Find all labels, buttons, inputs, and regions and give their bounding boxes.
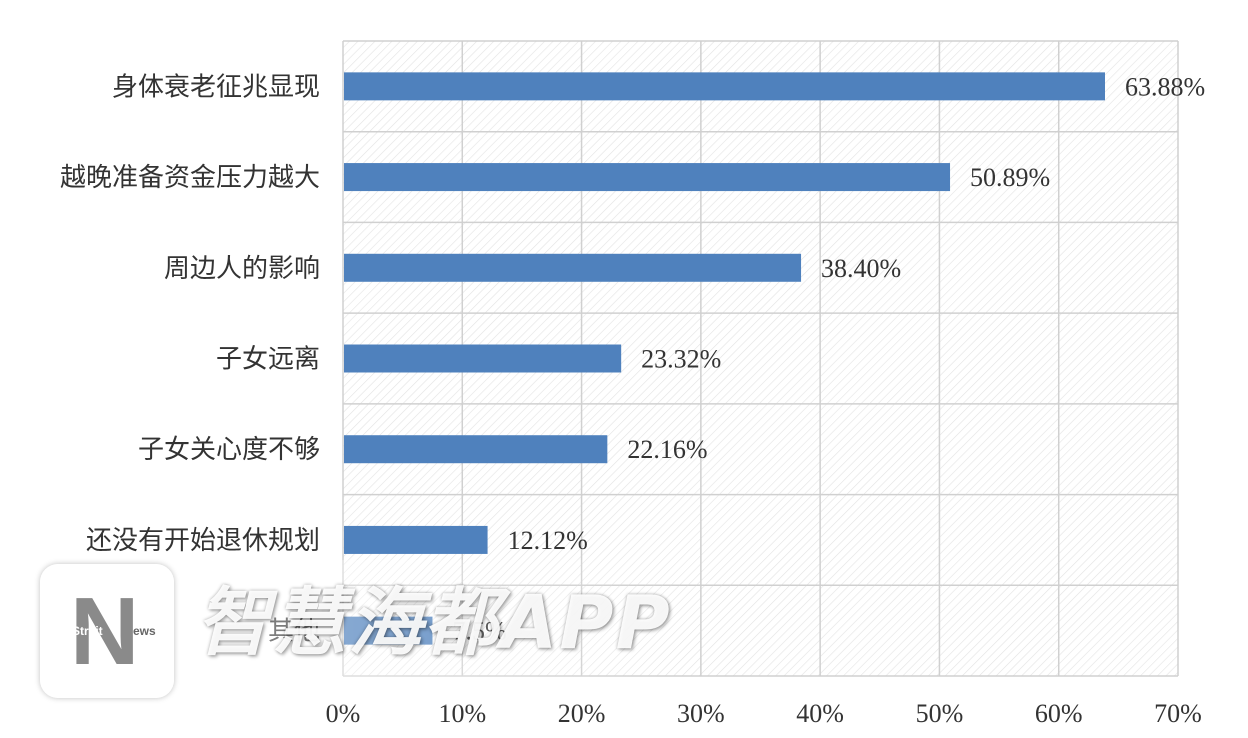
bar-2: [344, 253, 802, 282]
category-label-4: 子女关心度不够: [138, 435, 320, 465]
bar-0: [344, 72, 1105, 101]
watermark: N Strait ews 智慧海都APP: [30, 560, 690, 706]
bar-5: [344, 525, 488, 554]
bar-1: [344, 163, 951, 192]
category-label-0: 身体衰老征兆显现: [112, 72, 320, 102]
category-label-5: 还没有开始退休规划: [86, 526, 320, 556]
strait-news-logo: N Strait ews: [40, 564, 174, 698]
gridlines: [342, 40, 1179, 677]
watermark-text: 智慧海都APP: [196, 580, 672, 666]
data-label-0: 63.88%: [1125, 72, 1205, 101]
bar-4: [344, 435, 608, 464]
data-label-1: 50.89%: [970, 163, 1050, 192]
bar-3: [344, 344, 622, 373]
logo-strait-text: Strait: [72, 624, 103, 638]
x-tick-label-7: 70%: [1154, 699, 1202, 728]
data-label-5: 12.12%: [508, 526, 588, 555]
category-label-2: 周边人的影响: [164, 254, 320, 284]
x-tick-label-6: 60%: [1035, 699, 1083, 728]
data-label-2: 38.40%: [821, 254, 901, 283]
x-tick-label-4: 40%: [796, 699, 844, 728]
x-tick-label-5: 50%: [916, 699, 964, 728]
category-label-3: 子女远离: [216, 345, 320, 375]
data-labels: 63.88%50.89%38.40%23.32%22.16%12.12%7.5%: [452, 72, 1205, 645]
category-label-1: 越晚准备资金压力越大: [60, 163, 320, 193]
data-label-4: 22.16%: [627, 435, 707, 464]
data-label-3: 23.32%: [641, 345, 721, 374]
logo-n-letter: N: [70, 578, 140, 685]
logo-news-text: ews: [133, 624, 156, 638]
